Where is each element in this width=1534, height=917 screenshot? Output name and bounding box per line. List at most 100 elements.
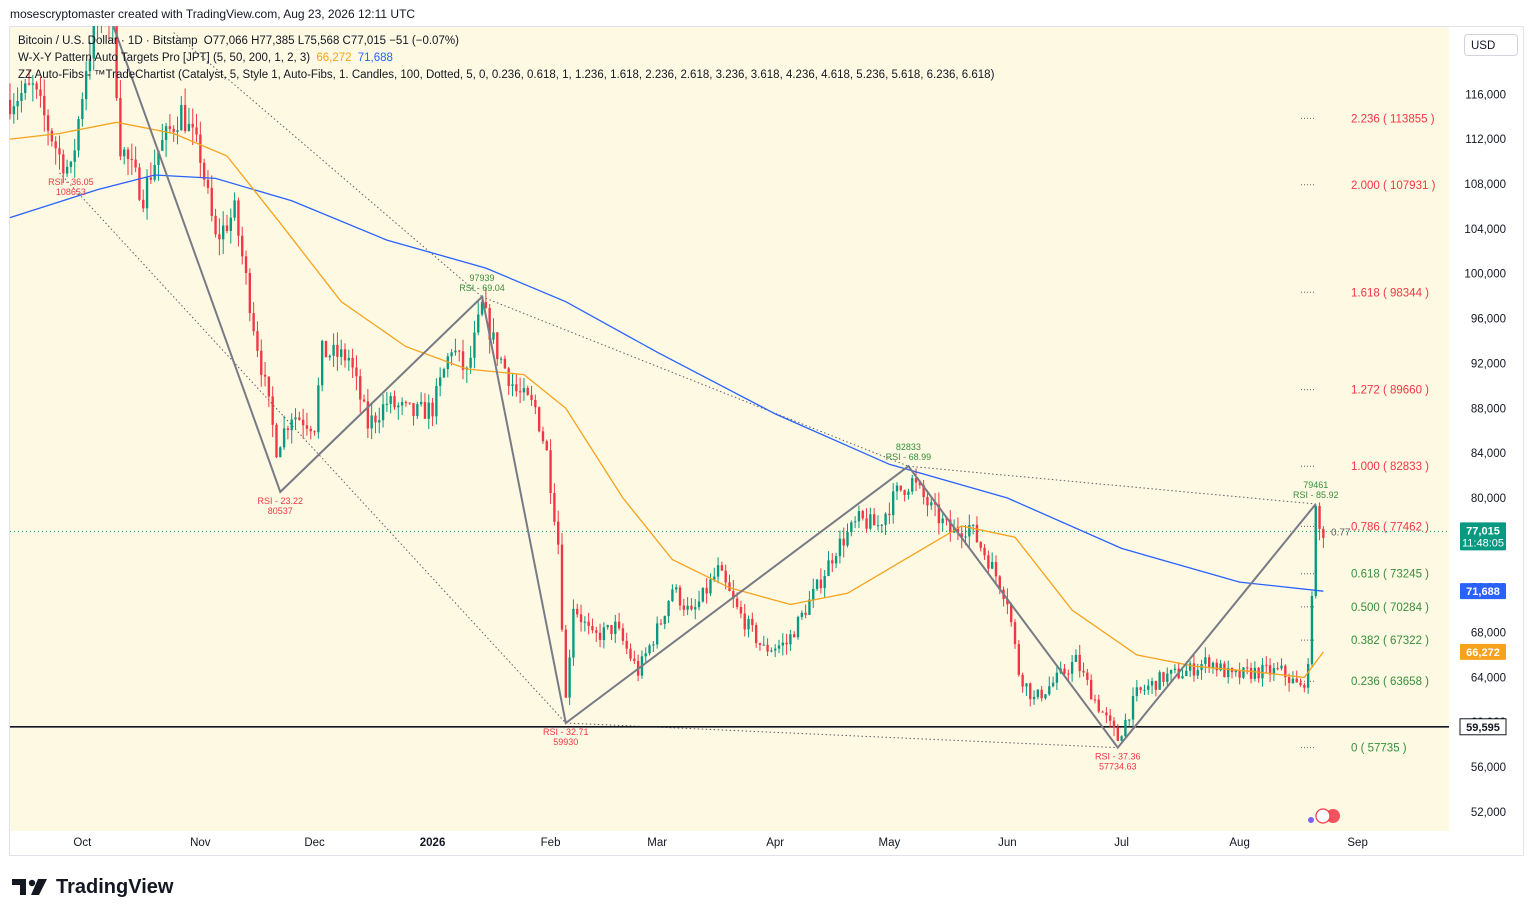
candle-body bbox=[290, 419, 293, 431]
candle-body bbox=[728, 582, 731, 592]
candle-body bbox=[435, 385, 438, 417]
candle-body bbox=[861, 511, 864, 519]
price-chart[interactable]: 116,000 112,000 108,000 104,000 100,000 96,00… bbox=[9, 26, 1524, 856]
candle-body bbox=[541, 431, 545, 442]
candle-body bbox=[187, 123, 191, 132]
candle-body bbox=[1295, 678, 1298, 683]
candle-body bbox=[492, 332, 495, 340]
currency-button[interactable]: USD bbox=[1464, 34, 1518, 56]
pivot-label: 57734.63 bbox=[1099, 762, 1137, 772]
candle-body bbox=[134, 159, 137, 168]
candle-body bbox=[853, 521, 857, 523]
y-tick-label: 96,000 bbox=[1471, 314, 1506, 326]
price-label-text: 77,015 bbox=[1466, 525, 1500, 537]
candle-body bbox=[812, 588, 815, 600]
candle-body bbox=[949, 519, 952, 533]
y-tick-label: 104,000 bbox=[1464, 224, 1506, 236]
candle-body bbox=[77, 119, 80, 151]
candle-body bbox=[1291, 678, 1295, 683]
candle-body bbox=[1303, 684, 1306, 688]
candle-body bbox=[694, 607, 697, 610]
candle-body bbox=[450, 352, 453, 357]
candle-body bbox=[545, 441, 548, 451]
candle-body bbox=[899, 485, 902, 491]
candle-body bbox=[1036, 689, 1040, 698]
tradingview-logo[interactable]: TradingView bbox=[12, 874, 173, 900]
y-tick-label: 64,000 bbox=[1471, 672, 1506, 684]
candle-body bbox=[431, 402, 434, 417]
candle-body bbox=[1097, 699, 1100, 712]
candle-body bbox=[690, 605, 693, 610]
legend-indicator1[interactable]: W-X-Y Pattern Auto Targets Pro [JPT] (5,… bbox=[18, 52, 311, 64]
candle-body bbox=[389, 396, 392, 404]
candle-body bbox=[625, 640, 628, 649]
fib-level-label: 0 ( 57735 ) bbox=[1351, 743, 1407, 755]
candle-body bbox=[225, 225, 229, 231]
candle-body bbox=[294, 417, 297, 420]
candle-body bbox=[1124, 719, 1127, 737]
candle-body bbox=[652, 644, 655, 646]
candle-body bbox=[233, 200, 236, 218]
candle-body bbox=[1040, 689, 1043, 699]
candle-body bbox=[659, 623, 663, 625]
candle-body bbox=[633, 658, 636, 662]
x-tick-label: Dec bbox=[304, 837, 325, 849]
candle-body bbox=[994, 561, 998, 577]
candle-body bbox=[621, 628, 625, 641]
candle-body bbox=[579, 614, 583, 623]
y-tick-label: 92,000 bbox=[1471, 358, 1506, 370]
candle-body bbox=[1158, 672, 1161, 690]
candle-body bbox=[393, 396, 396, 408]
candle-body bbox=[914, 478, 918, 483]
candle-body bbox=[126, 149, 130, 160]
candle-body bbox=[210, 187, 213, 216]
candle-body bbox=[362, 399, 366, 402]
legend-symbol[interactable]: Bitcoin / U.S. Dollar · 1D · Bitstamp bbox=[18, 35, 198, 47]
candle-body bbox=[1219, 663, 1222, 671]
candle-body bbox=[1211, 662, 1215, 668]
candle-body bbox=[846, 532, 849, 546]
tradingview-logo-text: TradingView bbox=[56, 875, 174, 898]
legend-row-indicator2: ZZ Auto-Fibs - ™TradeChartist (Catalyst,… bbox=[18, 69, 994, 81]
candle-body bbox=[351, 357, 354, 368]
candle-body bbox=[800, 612, 804, 617]
candle-body bbox=[320, 340, 324, 386]
ma200-line bbox=[9, 174, 1324, 592]
x-tick-label: 2026 bbox=[420, 837, 446, 849]
fib-level-label: 0.618 ( 73245 ) bbox=[1351, 569, 1429, 581]
candle-body bbox=[298, 417, 301, 420]
candle-body bbox=[990, 561, 994, 569]
dotted-trend-line bbox=[908, 465, 1316, 505]
candle-body bbox=[119, 98, 122, 157]
fib-level-label: 0.786 ( 77462 ) bbox=[1351, 521, 1429, 533]
pivot-label: RSI - 23.22 bbox=[258, 496, 304, 506]
candle-body bbox=[343, 349, 347, 361]
candle-body bbox=[678, 587, 682, 606]
candle-body bbox=[305, 425, 309, 429]
price-label-box bbox=[1460, 522, 1506, 551]
candle-body bbox=[138, 167, 141, 200]
candle-body bbox=[1105, 712, 1108, 716]
candle-body bbox=[172, 128, 175, 132]
candle-body bbox=[998, 576, 1001, 590]
candle-body bbox=[1116, 727, 1119, 741]
candle-body bbox=[241, 235, 244, 257]
candle-body bbox=[50, 130, 54, 142]
candle-body bbox=[1314, 505, 1317, 596]
x-tick-label: May bbox=[879, 837, 901, 849]
candle-body bbox=[58, 148, 61, 155]
x-tick-label: Jul bbox=[1114, 837, 1129, 849]
candle-body bbox=[522, 388, 526, 393]
candle-body bbox=[1013, 622, 1017, 645]
candle-body bbox=[412, 403, 415, 417]
candle-body bbox=[530, 394, 533, 400]
fib-level-label: 0.236 ( 63658 ) bbox=[1351, 676, 1429, 688]
fib-level-label: 0.382 ( 67322 ) bbox=[1351, 635, 1429, 647]
candle-body bbox=[123, 149, 126, 157]
legend-indicator2[interactable]: ZZ Auto-Fibs - ™TradeChartist (Catalyst,… bbox=[18, 69, 995, 81]
candle-body bbox=[1280, 665, 1283, 669]
candle-body bbox=[355, 367, 358, 377]
candle-body bbox=[442, 369, 446, 378]
candle-body bbox=[161, 140, 164, 151]
candle-body bbox=[534, 399, 537, 408]
